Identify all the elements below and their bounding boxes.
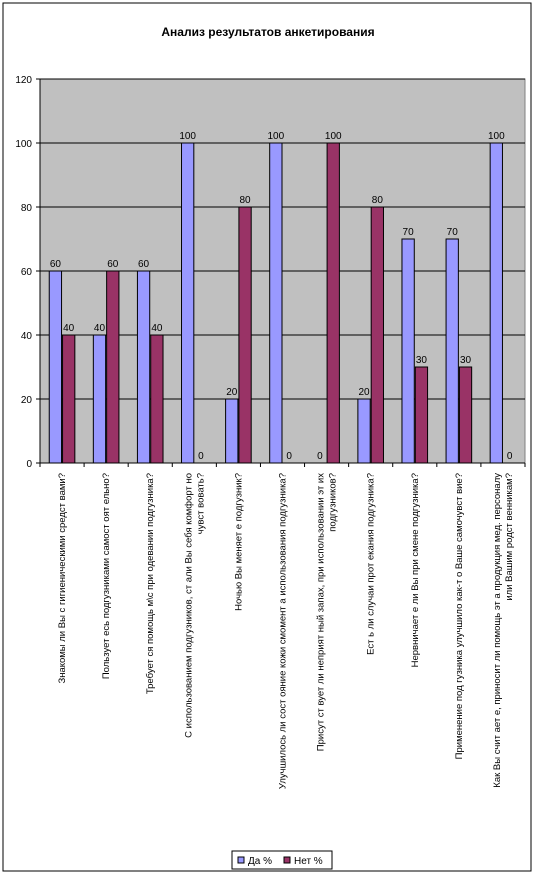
category-label: Знакомы ли Вы с гигиеническими средст ва…: [57, 473, 68, 684]
data-label: 30: [460, 355, 472, 366]
category-label: С использованием подгузников, ст али Вы …: [183, 473, 194, 738]
data-label: 20: [358, 387, 370, 398]
data-label: 60: [107, 259, 119, 270]
y-tick-label: 120: [15, 75, 32, 86]
bar: [414, 366, 429, 464]
category-label: Требует ся помощь м\с при одевании подгу…: [145, 473, 156, 694]
y-tick-label: 80: [21, 203, 33, 214]
bar: [62, 334, 76, 464]
category-label: Ест ь ли случаи прот екания подгузника?: [366, 473, 377, 655]
legend-label: Нет %: [294, 856, 323, 867]
bar: [326, 142, 340, 464]
data-label: 70: [447, 227, 459, 238]
data-label: 0: [317, 451, 323, 462]
legend-swatch: [237, 856, 245, 864]
bar: [225, 398, 239, 464]
bar: [150, 334, 164, 464]
data-label: 80: [372, 195, 384, 206]
y-tick-label: 100: [15, 139, 32, 150]
category-label: чувст вовать?: [195, 473, 206, 534]
category-label: Нервничает е ли Вы при смене подгузника?: [410, 473, 421, 667]
data-label: 0: [198, 451, 204, 462]
bar: [458, 366, 473, 464]
bar: [357, 398, 371, 464]
bar: [269, 142, 283, 464]
data-label: 40: [94, 323, 106, 334]
data-label: 80: [239, 195, 251, 206]
category-label: Пользует есь подгузниками самост оят ель…: [101, 473, 112, 679]
bar: [136, 270, 151, 464]
bar: [489, 142, 503, 464]
category-label: или Вашим родст венникам?: [504, 473, 515, 601]
bar: [92, 334, 107, 464]
data-label: 30: [416, 355, 428, 366]
y-tick-label: 60: [21, 267, 33, 278]
chart-title: Анализ результатов анкетирования: [161, 25, 374, 39]
data-label: 40: [151, 323, 163, 334]
category-label: Улучшилось ли сост ояние кожи смомент а …: [278, 473, 289, 789]
category-label: Присут ст вует ли неприят ный запах, при…: [316, 473, 327, 751]
bar: [48, 270, 63, 464]
data-label: 20: [226, 387, 238, 398]
legend-label: Да %: [248, 856, 272, 867]
data-label: 100: [179, 131, 196, 142]
data-label: 100: [325, 131, 342, 142]
data-label: 60: [138, 259, 150, 270]
category-label: Применение под гузника улучшило как-т о …: [454, 473, 465, 759]
legend-box: [231, 850, 333, 870]
data-label: 0: [286, 451, 292, 462]
y-tick-label: 0: [26, 459, 32, 470]
data-label: 0: [507, 451, 513, 462]
y-tick-label: 20: [21, 395, 33, 406]
bar: [370, 206, 384, 464]
legend-swatch: [283, 856, 291, 864]
category-label: подгузников?: [328, 473, 339, 532]
data-label: 60: [50, 259, 62, 270]
bar: [401, 238, 415, 464]
data-label: 100: [268, 131, 285, 142]
bar: [106, 270, 120, 464]
plot-area: 0 20 40 60 80 100 120 60 40 40 60 60 40 100 0 20 80 100 0 0…: [15, 75, 526, 789]
bar: [181, 142, 195, 464]
data-label: 40: [63, 323, 75, 334]
category-label: Как Вы счит ает е, приносит ли помощь эт…: [492, 473, 503, 788]
y-tick-label: 40: [21, 331, 33, 342]
legend: Да % Нет %: [231, 850, 333, 870]
bar: [238, 206, 252, 464]
bar: [445, 238, 459, 464]
data-label: 70: [403, 227, 415, 238]
category-label: Ночью Вы меняет е подгузник?: [233, 473, 244, 611]
data-label: 100: [488, 131, 505, 142]
